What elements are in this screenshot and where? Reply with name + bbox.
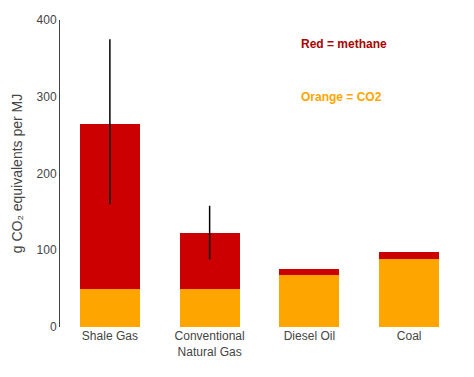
svg-text:0: 0: [50, 320, 57, 334]
svg-text:ConventionalNatural Gas: ConventionalNatural Gas: [175, 329, 245, 359]
svg-text:400: 400: [37, 13, 57, 27]
svg-text:Orange = CO2: Orange = CO2: [301, 90, 382, 104]
svg-text:100: 100: [37, 243, 57, 257]
svg-text:Coal: Coal: [397, 329, 422, 343]
svg-text:Shale Gas: Shale Gas: [82, 329, 138, 343]
svg-text:Diesel Oil: Diesel Oil: [284, 329, 335, 343]
svg-text:200: 200: [37, 167, 57, 181]
svg-text:Red = methane: Red = methane: [301, 37, 387, 51]
svg-text:g CO₂ equivalents per MJ: g CO₂ equivalents per MJ: [9, 94, 25, 254]
svg-text:300: 300: [37, 90, 57, 104]
